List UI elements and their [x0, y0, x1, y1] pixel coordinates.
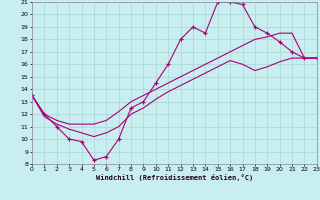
- X-axis label: Windchill (Refroidissement éolien,°C): Windchill (Refroidissement éolien,°C): [96, 174, 253, 181]
